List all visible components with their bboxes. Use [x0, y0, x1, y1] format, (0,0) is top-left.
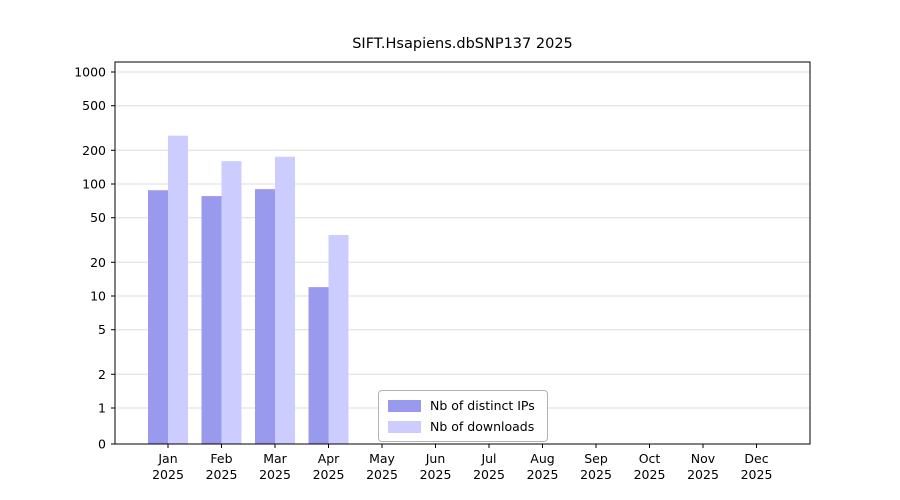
x-tick-label-year: 2025 [741, 467, 773, 482]
x-tick-label-month: Sep [584, 451, 608, 466]
x-tick-label-month: Dec [744, 451, 768, 466]
x-tick-label-month: Jul [480, 451, 496, 466]
x-tick-label-year: 2025 [420, 467, 452, 482]
x-tick-label-month: Jan [157, 451, 177, 466]
x-tick-label-month: Nov [691, 451, 716, 466]
chart-title: SIFT.Hsapiens.dbSNP137 2025 [352, 36, 573, 52]
bar-feb-downloads [221, 161, 242, 445]
x-tick-label-year: 2025 [473, 467, 505, 482]
x-tick-label-year: 2025 [687, 467, 719, 482]
x-tick-label-month: Apr [318, 451, 340, 466]
y-tick-label: 50 [90, 210, 106, 225]
bar-apr-distinct-ips [308, 287, 329, 444]
y-tick-label: 100 [82, 177, 106, 192]
axes-frame [114, 61, 811, 445]
y-tick-label: 5 [98, 322, 106, 337]
bar-mar-downloads [275, 156, 295, 445]
x-tick-label-year: 2025 [152, 467, 184, 482]
x-tick-label-year: 2025 [527, 467, 559, 482]
bar-jan-downloads [168, 135, 188, 444]
legend-label-distinct-ips: Nb of distinct IPs [430, 398, 535, 413]
x-tick-label-year: 2025 [313, 467, 345, 482]
legend: Nb of distinct IPs Nb of downloads [378, 390, 548, 442]
y-tick-label: 200 [82, 143, 106, 158]
bar-mar-distinct-ips [255, 189, 275, 444]
legend-item-downloads: Nb of downloads [388, 419, 535, 434]
y-tick-label: 1 [98, 401, 106, 416]
x-tick-label-month: Jun [425, 451, 446, 466]
x-tick-label-year: 2025 [634, 467, 666, 482]
x-tick-label-month: Feb [210, 451, 232, 466]
y-tick-label: 1000 [74, 65, 106, 80]
x-tick-label-year: 2025 [580, 467, 612, 482]
y-tick-label: 10 [90, 289, 106, 304]
x-tick-label-year: 2025 [206, 467, 238, 482]
y-tick-label: 20 [90, 255, 106, 270]
x-tick-label-month: Oct [639, 451, 661, 466]
bar-jan-distinct-ips [148, 190, 168, 444]
x-tick-label-month: Aug [530, 451, 554, 466]
x-tick-label-month: May [369, 451, 395, 466]
y-tick-label: 500 [82, 98, 106, 113]
x-tick-label-year: 2025 [366, 467, 398, 482]
legend-swatch-downloads [388, 420, 421, 433]
bar-feb-distinct-ips [201, 196, 222, 444]
legend-label-downloads: Nb of downloads [430, 419, 535, 434]
x-tick-label-year: 2025 [259, 467, 291, 482]
x-tick-label-month: Mar [263, 451, 287, 466]
legend-swatch-distinct-ips [388, 399, 421, 412]
legend-item-distinct-ips: Nb of distinct IPs [388, 398, 535, 413]
y-tick-label: 2 [98, 367, 106, 382]
y-tick-label: 0 [98, 437, 106, 452]
bar-apr-downloads [328, 235, 349, 444]
